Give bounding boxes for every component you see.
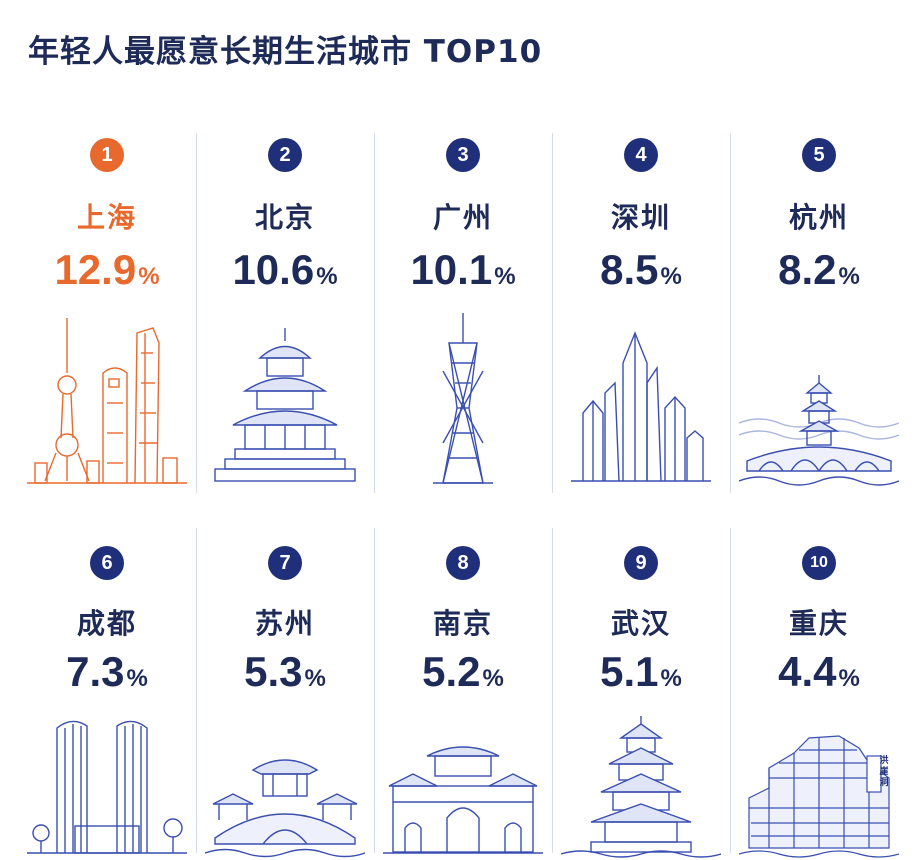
garden-bridge-icon [205,708,365,858]
divider [374,133,375,493]
percentage-unit: % [494,263,516,290]
rank-badge: 2 [268,138,302,172]
page-title: 年轻人最愿意长期生活城市 TOP10 [28,34,543,70]
city-percentage: 4.4% [730,648,908,696]
city-gate-icon [383,708,543,858]
city-name: 南京 [432,607,493,640]
city-percentage: 8.2% [730,246,908,294]
ranking-grid: 1 上海 12.9% [18,118,908,860]
divider [374,528,375,853]
percentage-unit: % [838,263,860,290]
city-percentage: 12.9% [18,246,196,294]
city-card-hangzhou: 5 杭州 8.2% [730,118,908,498]
percentage-unit: % [482,665,504,692]
divider [730,528,731,853]
canton-tower-icon [383,313,543,488]
city-card-shenzhen: 4 深圳 8.5% [552,118,730,498]
divider [552,133,553,493]
city-name: 深圳 [610,201,671,234]
divider [730,133,731,493]
divider [552,528,553,853]
percentage-unit: % [660,665,682,692]
yellow-crane-tower-icon [561,708,721,858]
city-card-shanghai: 1 上海 12.9% [18,118,196,498]
city-percentage: 5.3% [196,648,374,696]
rank-badge: 5 [802,138,836,172]
city-card-beijing: 2 北京 10.6% [196,118,374,498]
city-percentage: 7.3% [18,648,196,696]
temple-of-heaven-icon [205,313,365,488]
percentage-unit: % [316,263,338,290]
percentage-value: 10.6 [232,246,315,293]
city-card-chongqing: 10 重庆 4.4% 洪崖洞 [730,518,908,860]
percentage-value: 4.4 [778,648,837,695]
hongyadong-icon: 洪崖洞 [739,708,899,858]
rank-badge: 8 [446,546,480,580]
twin-towers-icon [27,708,187,858]
city-percentage: 10.6% [196,246,374,294]
percentage-value: 10.1 [410,246,493,293]
percentage-value: 5.1 [600,648,659,695]
city-percentage: 5.2% [374,648,552,696]
shanghai-skyline-icon [27,313,187,488]
ranking-row-2: 6 成都 7.3% 7 苏州 5.3% [18,518,908,860]
city-name: 成都 [76,607,137,640]
percentage-value: 5.2 [422,648,481,695]
city-percentage: 10.1% [374,246,552,294]
rank-badge: 1 [90,138,124,172]
percentage-value: 8.5 [600,246,659,293]
city-name: 广州 [432,201,493,234]
city-name: 苏州 [254,607,315,640]
percentage-unit: % [660,263,682,290]
rank-badge: 9 [624,546,658,580]
city-name: 上海 [76,201,137,234]
rank-badge: 3 [446,138,480,172]
rank-badge: 6 [90,546,124,580]
city-card-wuhan: 9 武汉 5.1% [552,518,730,860]
percentage-value: 8.2 [778,246,837,293]
pagoda-bridge-icon [739,313,899,488]
percentage-unit: % [126,665,148,692]
hongyadong-sign: 洪崖洞 [879,756,889,788]
divider [196,528,197,853]
percentage-value: 7.3 [66,648,125,695]
ranking-row-1: 1 上海 12.9% [18,118,908,498]
city-name: 重庆 [788,607,849,640]
city-percentage: 5.1% [552,648,730,696]
percentage-value: 12.9 [54,246,137,293]
divider [196,133,197,493]
skyscrapers-icon [561,313,721,488]
percentage-unit: % [138,263,160,290]
city-percentage: 8.5% [552,246,730,294]
city-card-chengdu: 6 成都 7.3% [18,518,196,860]
percentage-value: 5.3 [244,648,303,695]
city-card-guangzhou: 3 广州 10.1% [374,118,552,498]
city-name: 杭州 [788,201,849,234]
city-card-suzhou: 7 苏州 5.3% [196,518,374,860]
percentage-unit: % [838,665,860,692]
city-card-nanjing: 8 南京 5.2% [374,518,552,860]
percentage-unit: % [304,665,326,692]
rank-badge: 7 [268,546,302,580]
city-name: 北京 [254,201,315,234]
rank-badge: 10 [802,546,836,580]
city-name: 武汉 [610,607,671,640]
rank-badge: 4 [624,138,658,172]
